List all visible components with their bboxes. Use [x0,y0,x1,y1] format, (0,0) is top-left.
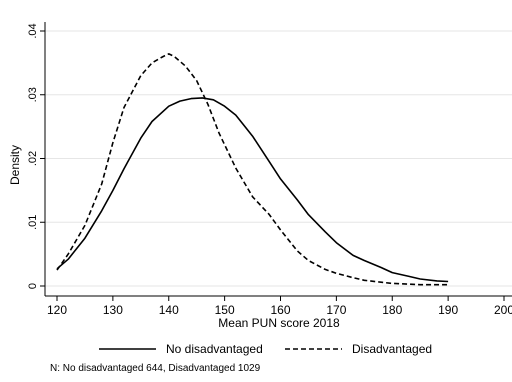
y-axis: 0 .01 .02 .03 .04 [27,22,46,296]
sample-size-note: N: No disadvantaged 644, Disadvantaged 1… [50,363,261,374]
x-tick-label: 160 [270,303,290,317]
y-tick-label: .04 [27,23,39,38]
series-line-no-disadvantaged [56,97,449,283]
series-lines [56,53,449,286]
y-axis-label: Density [8,145,22,185]
gridlines [45,30,512,287]
x-tick-label: 120 [47,303,67,317]
y-tick-label: .02 [27,151,39,166]
x-tick-label: 140 [159,303,179,317]
legend: No disadvantaged Disadvantaged [99,342,432,356]
y-tick-label: 0 [27,283,39,289]
y-tick-label: .03 [27,87,39,102]
legend-label: No disadvantaged [166,342,263,356]
x-tick-label: 190 [438,303,458,317]
series-line-disadvantaged [56,53,449,286]
x-tick-label: 150 [215,303,235,317]
x-tick-label: 130 [103,303,123,317]
x-tick-label: 180 [382,303,402,317]
x-tick-label: 200 [494,303,512,317]
x-tick-label: 170 [326,303,346,317]
x-axis: 120 130 140 150 160 170 180 190 200 [45,295,512,317]
x-axis-label: Mean PUN score 2018 [218,316,340,330]
y-tick-label: .01 [27,215,39,230]
legend-label: Disadvantaged [352,342,432,356]
